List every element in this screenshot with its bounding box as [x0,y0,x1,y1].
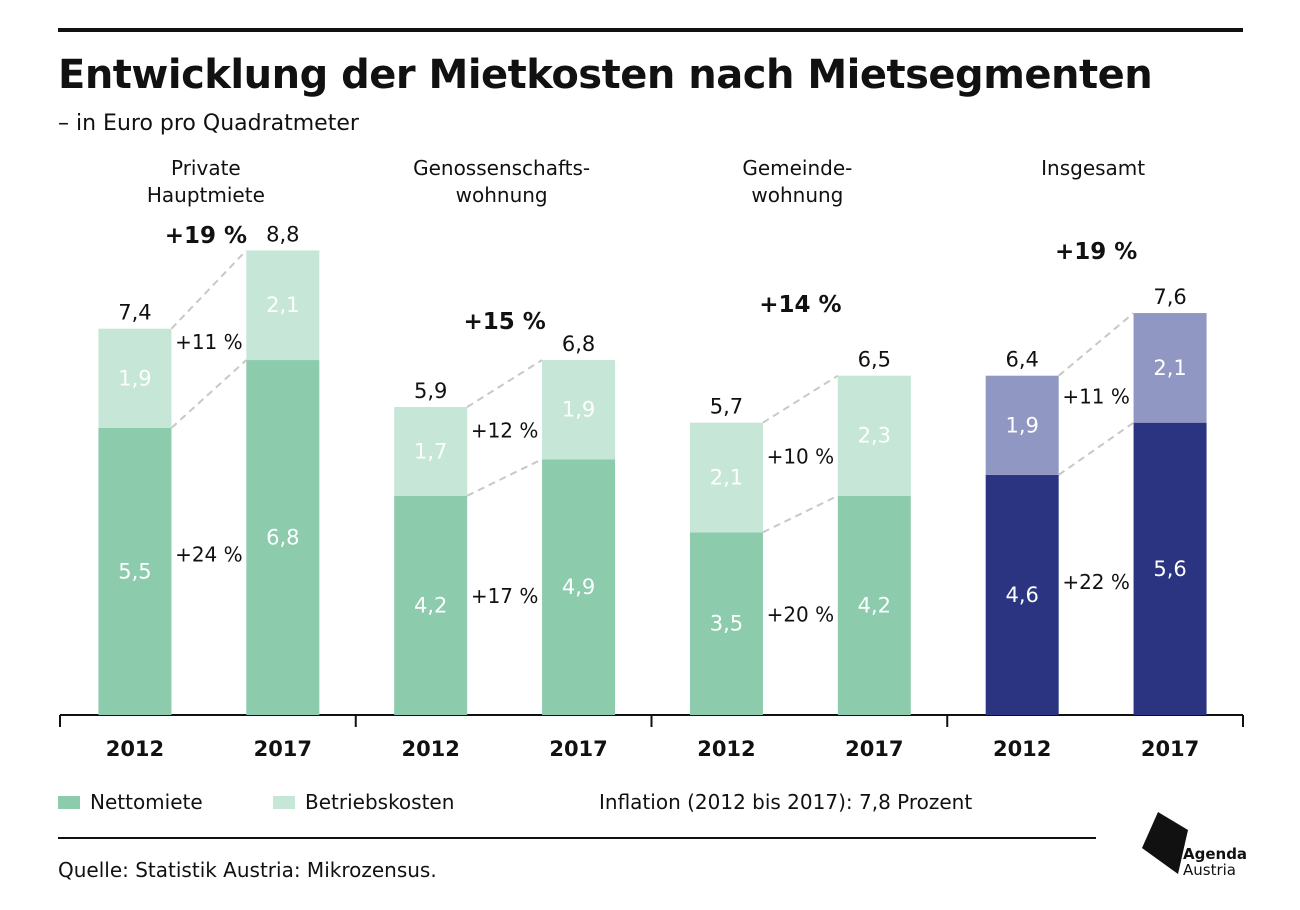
group-title-line: Private [171,156,241,180]
bar-nettomiete [246,360,320,715]
bar-label-nettomiete: 4,2 [858,593,891,617]
bar-nettomiete [542,459,616,715]
bar-label-nettomiete: 4,6 [1005,583,1038,607]
logo-text-austria: Austria [1183,861,1236,879]
x-tick-label: 2017 [549,737,607,761]
top-rule [58,28,1243,32]
change-label-betriebskosten: +11 % [175,330,243,354]
legend-label-betriebskosten: Betriebskosten [305,790,455,814]
change-label-total: +15 % [463,309,545,335]
agenda-austria-logo-icon [1142,812,1188,874]
bar-betriebskosten [394,407,468,496]
bar-betriebskosten [1133,313,1207,423]
connector-total [1058,312,1135,377]
bar-nettomiete [98,427,172,715]
bar-label-betriebskosten: 1,7 [414,439,447,463]
change-label-total: +14 % [759,292,841,318]
connector-nettomiete [762,494,839,534]
x-tick-label: 2012 [697,737,755,761]
x-tick-label: 2012 [401,737,459,761]
logo-text-agenda: Agenda [1183,845,1248,863]
group-title-line: Genossenschafts- [413,156,590,180]
group-title-line: Insgesamt [1041,156,1145,180]
bar-label-betriebskosten: 1,9 [118,366,151,390]
bar-nettomiete [837,495,911,715]
bar-label-betriebskosten: 2,1 [1153,356,1186,380]
bar-total-label: 5,9 [414,379,447,403]
legend-swatch-betriebskosten [273,795,295,809]
bar-betriebskosten [689,422,763,533]
bar-total-label: 6,4 [1005,348,1038,372]
group-title-line: Gemeinde- [742,156,852,180]
bar-label-nettomiete: 5,5 [118,559,151,583]
bar-label-nettomiete: 4,9 [562,575,595,599]
bar-label-nettomiete: 5,6 [1153,557,1186,581]
connector-total [466,359,543,408]
legend-swatch-nettomiete [58,795,80,809]
bar-betriebskosten [98,328,172,428]
x-tick-label: 2012 [993,737,1051,761]
legend-item-betriebskosten: Betriebskosten [273,790,454,814]
bar-label-betriebskosten: 2,1 [266,293,299,317]
bar-label-betriebskosten: 2,3 [858,424,891,448]
legend-item-nettomiete: Nettomiete [58,790,203,814]
x-tick-label: 2017 [845,737,903,761]
change-label-betriebskosten: +11 % [1062,385,1130,409]
connector-nettomiete [466,458,543,497]
bar-total-label: 8,8 [266,222,299,246]
bar-total-label: 5,7 [710,395,743,419]
bar-total-label: 6,5 [858,348,891,372]
change-label-betriebskosten: +12 % [471,419,539,443]
change-label-nettomiete: +20 % [767,603,835,627]
bar-label-betriebskosten: 1,9 [562,398,595,422]
bar-betriebskosten [246,250,320,361]
bar-betriebskosten [837,375,911,496]
bar-nettomiete [1133,422,1207,715]
connector-nettomiete [1058,421,1135,476]
bar-nettomiete [985,474,1059,715]
bar-total-label: 7,6 [1153,285,1186,309]
change-label-betriebskosten: +10 % [767,445,835,469]
x-tick-label: 2017 [254,737,312,761]
source-note: Quelle: Statistik Austria: Mikrozensus. [58,858,437,882]
change-label-nettomiete: +17 % [471,584,539,608]
bar-label-nettomiete: 6,8 [266,526,299,550]
bar-total-label: 6,8 [562,332,595,356]
bar-total-label: 7,4 [118,301,151,325]
connector-nettomiete [170,359,247,429]
connector-total [762,374,839,424]
bar-betriebskosten [985,375,1059,475]
x-tick-label: 2012 [106,737,164,761]
bottom-rule [58,837,1096,839]
stacked-bar-chart: Private Hauptmiete 5,5 1,9 7,4 2012 6,8 2,1 8,8 2… [59,156,1244,761]
bar-betriebskosten [542,360,616,460]
bar-label-nettomiete: 3,5 [710,612,743,636]
bar-label-betriebskosten: 1,9 [1005,413,1038,437]
bar-nettomiete [689,532,763,715]
connector-total [170,249,248,330]
chart-subtitle: – in Euro pro Quadratmeter [58,111,359,136]
change-label-nettomiete: +22 % [1062,570,1130,594]
change-label-total: +19 % [165,223,247,249]
bar-label-nettomiete: 4,2 [414,593,447,617]
inflation-note: Inflation (2012 bis 2017): 7,8 Prozent [599,790,973,814]
bar-label-betriebskosten: 2,1 [710,465,743,489]
legend-label-nettomiete: Nettomiete [90,790,203,814]
x-tick-label: 2017 [1141,737,1199,761]
group-title-line: Hauptmiete [147,183,265,207]
change-label-nettomiete: +24 % [175,542,243,566]
chart-title: Entwicklung der Mietkosten nach Mietsegm… [58,52,1153,98]
group-title-line: wohnung [456,183,548,207]
legend: Nettomiete Betriebskosten Inflation (201… [58,790,1158,816]
change-label-total: +19 % [1055,239,1137,265]
bar-nettomiete [394,495,468,715]
group-title-line: wohnung [751,183,843,207]
